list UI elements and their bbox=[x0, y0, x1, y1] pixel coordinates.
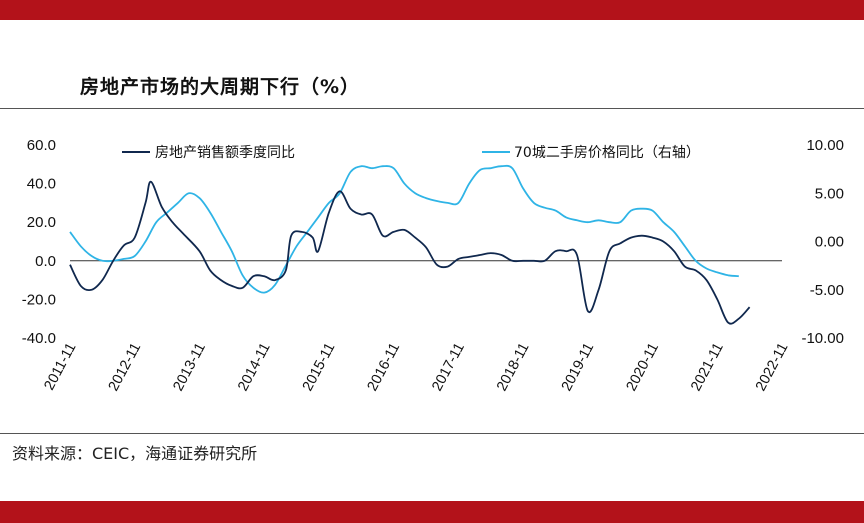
x-tick-label: 2013-11 bbox=[170, 340, 209, 394]
left-tick-label: 20.0 bbox=[27, 214, 56, 231]
left-tick-label: 40.0 bbox=[27, 176, 56, 193]
series-line-second-hand-price bbox=[69, 164, 739, 294]
left-tick-label: 60.0 bbox=[27, 137, 56, 154]
right-tick-label: -10.00 bbox=[801, 330, 844, 347]
left-axis-ticks: 60.0 40.0 20.0 0.0 -20.0 -40.0 bbox=[22, 137, 56, 347]
legend-label-sales-yoy: 房地产销售额季度同比 bbox=[155, 145, 295, 161]
page-title: 房地产市场的大周期下行（%） bbox=[80, 76, 361, 98]
source-note: 资料来源：CEIC，海通证券研究所 bbox=[12, 444, 258, 463]
x-tick-label: 2012-11 bbox=[106, 340, 145, 394]
right-axis-ticks: 10.00 5.00 0.00 -5.00 -10.00 bbox=[801, 137, 844, 347]
right-tick-label: 10.00 bbox=[806, 137, 844, 154]
title-divider bbox=[0, 108, 864, 109]
x-axis-ticks: 2011-11 2012-11 2013-11 2014-11 2015-11 2016-… bbox=[41, 340, 791, 394]
x-tick-label: 2014-11 bbox=[235, 340, 274, 394]
x-tick-label: 2018-11 bbox=[494, 340, 533, 394]
left-tick-label: 0.0 bbox=[35, 253, 56, 270]
left-tick-label: -40.0 bbox=[22, 330, 56, 347]
left-tick-label: -20.0 bbox=[22, 291, 56, 308]
x-tick-label: 2021-11 bbox=[688, 340, 727, 394]
x-tick-label: 2015-11 bbox=[300, 340, 339, 394]
x-tick-label: 2019-11 bbox=[559, 340, 598, 394]
legend: 房地产销售额季度同比 70城二手房价格同比（右轴） bbox=[122, 145, 700, 161]
x-tick-label: 2011-11 bbox=[41, 340, 79, 393]
source-divider bbox=[0, 433, 864, 434]
x-tick-label: 2016-11 bbox=[365, 340, 404, 394]
right-tick-label: -5.00 bbox=[810, 282, 844, 299]
line-chart: 60.0 40.0 20.0 0.0 -20.0 -40.0 10.00 5.00 0.00 -… bbox=[22, 137, 844, 394]
series-line-sales-yoy bbox=[69, 180, 751, 325]
x-tick-label: 2020-11 bbox=[623, 340, 662, 394]
right-tick-label: 0.00 bbox=[815, 234, 844, 251]
right-tick-label: 5.00 bbox=[815, 185, 844, 202]
legend-label-second-hand-price: 70城二手房价格同比（右轴） bbox=[514, 145, 700, 161]
bottom-band bbox=[0, 501, 864, 523]
x-tick-label: 2022-11 bbox=[753, 340, 792, 394]
x-tick-label: 2017-11 bbox=[429, 340, 468, 394]
top-band bbox=[0, 0, 864, 20]
